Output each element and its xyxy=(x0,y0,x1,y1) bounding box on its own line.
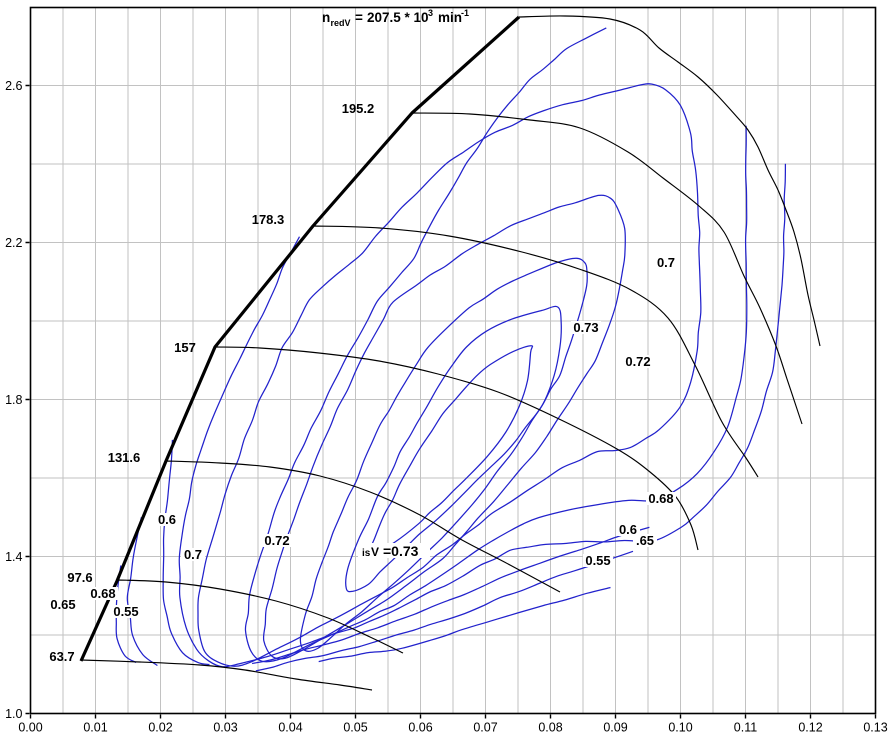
svg-text:0.55: 0.55 xyxy=(585,553,610,568)
svg-text:2.6: 2.6 xyxy=(5,79,22,93)
svg-text:0.73: 0.73 xyxy=(573,320,598,335)
svg-text:0.05: 0.05 xyxy=(343,721,367,735)
svg-text:redV: redV xyxy=(331,18,351,28)
svg-text:2.2: 2.2 xyxy=(5,236,22,250)
svg-text:0.65: 0.65 xyxy=(50,597,75,612)
svg-text:0.04: 0.04 xyxy=(278,721,302,735)
svg-text:131.6: 131.6 xyxy=(108,450,141,465)
svg-text:0.68: 0.68 xyxy=(90,586,115,601)
svg-text:0.01: 0.01 xyxy=(83,721,107,735)
svg-text:157: 157 xyxy=(174,340,196,355)
svg-text:63.7: 63.7 xyxy=(49,649,74,664)
svg-text:0.09: 0.09 xyxy=(603,721,627,735)
svg-text:0.06: 0.06 xyxy=(408,721,432,735)
svg-text:97.6: 97.6 xyxy=(67,570,92,585)
svg-text:=: = xyxy=(355,10,363,25)
svg-text:178.3: 178.3 xyxy=(252,212,285,227)
svg-text:min: min xyxy=(438,10,462,25)
svg-text:1.8: 1.8 xyxy=(5,393,22,407)
svg-text:0.7: 0.7 xyxy=(184,547,202,562)
svg-text:0.6: 0.6 xyxy=(619,522,637,537)
svg-text:0.7: 0.7 xyxy=(657,255,675,270)
svg-text:0.03: 0.03 xyxy=(213,721,237,735)
svg-text:0.10: 0.10 xyxy=(668,721,692,735)
svg-text:-1: -1 xyxy=(461,8,469,18)
svg-text:0.07: 0.07 xyxy=(473,721,497,735)
svg-text:n: n xyxy=(322,10,330,25)
svg-text:0.6: 0.6 xyxy=(158,512,176,527)
svg-text:0.72: 0.72 xyxy=(264,533,289,548)
svg-text:0.68: 0.68 xyxy=(648,491,673,506)
svg-text:0.72: 0.72 xyxy=(625,354,650,369)
svg-text:1.0: 1.0 xyxy=(5,707,22,721)
svg-text:0.13: 0.13 xyxy=(863,721,887,735)
svg-text:3: 3 xyxy=(428,8,433,18)
svg-text:1.4: 1.4 xyxy=(5,550,22,564)
svg-text:V: V xyxy=(371,545,379,559)
svg-text:195.2: 195.2 xyxy=(342,101,375,116)
svg-text:0.02: 0.02 xyxy=(148,721,172,735)
svg-text:0.08: 0.08 xyxy=(538,721,562,735)
svg-text:0.11: 0.11 xyxy=(734,721,757,735)
svg-text:0.12: 0.12 xyxy=(798,721,822,735)
svg-text:0.00: 0.00 xyxy=(18,721,42,735)
svg-text:.65: .65 xyxy=(636,533,654,548)
svg-text:207.5 * 10: 207.5 * 10 xyxy=(367,10,429,25)
svg-text:is: is xyxy=(362,548,371,559)
svg-text:0.55: 0.55 xyxy=(113,604,138,619)
svg-text:=0.73: =0.73 xyxy=(383,543,419,559)
